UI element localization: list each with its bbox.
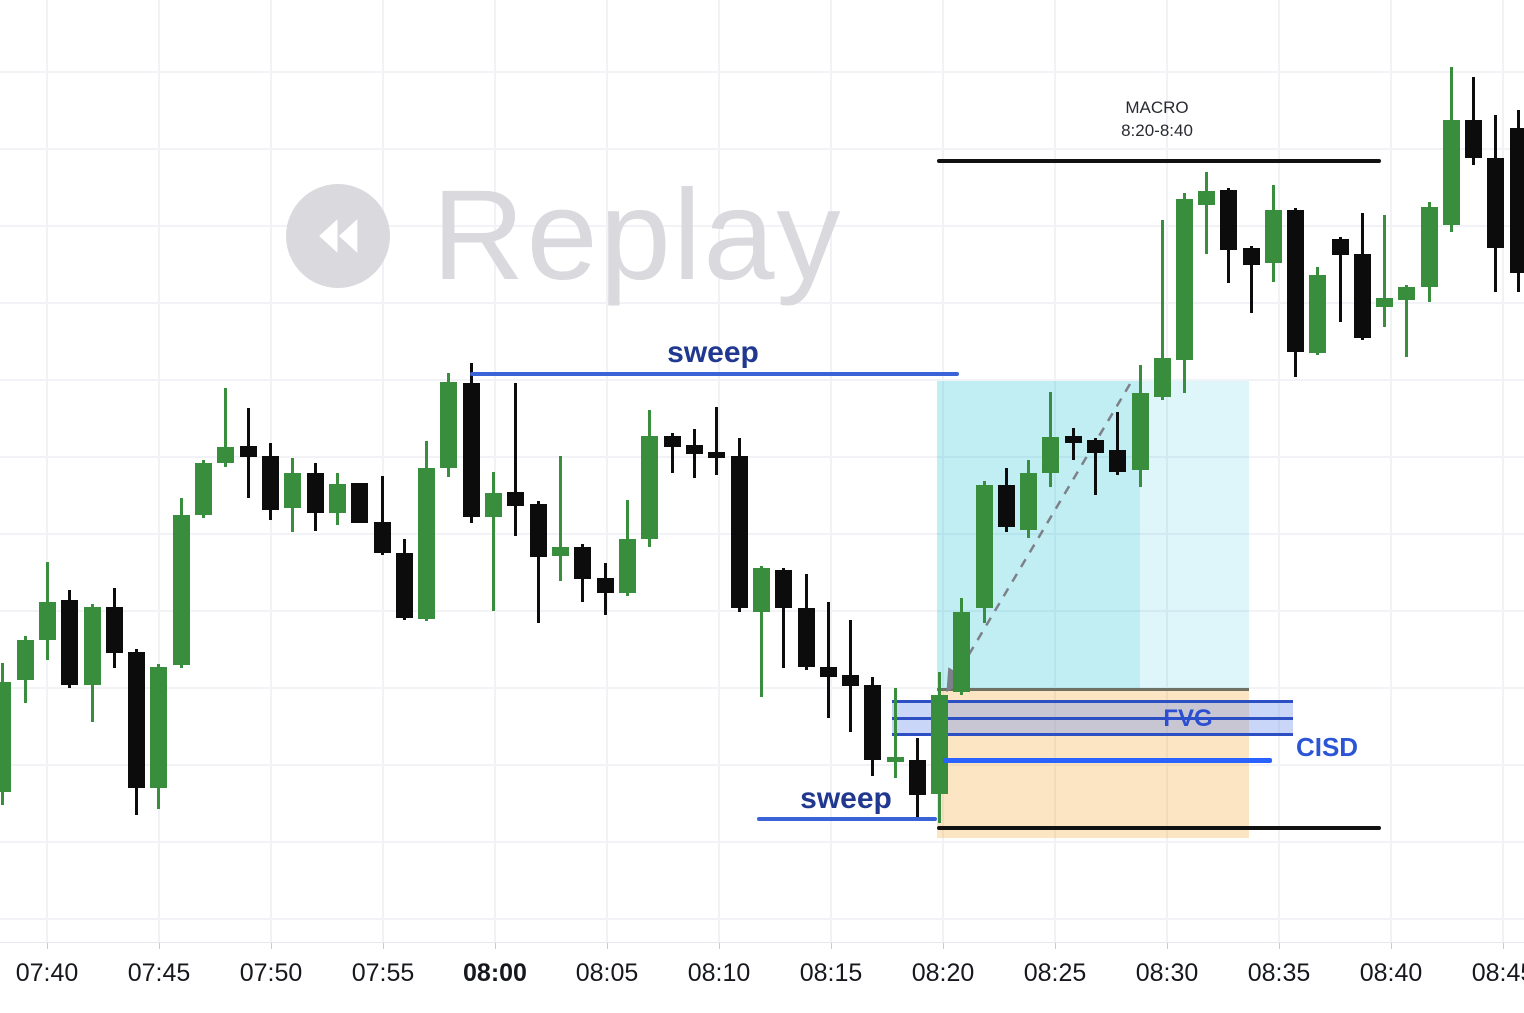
axis-tick [271,943,272,949]
axis-label: 07:55 [352,959,415,988]
sweep-bottom-label[interactable]: sweep [800,782,892,816]
axis-tick [1055,943,1056,949]
axis-label: 08:15 [800,959,863,988]
axis-label: 08:05 [576,959,639,988]
axis-label: 08:30 [1136,959,1199,988]
cisd-level-line[interactable] [943,758,1272,763]
macro-bottom-line[interactable] [937,826,1381,830]
axis-label: 07:40 [16,959,79,988]
axis-label: 08:25 [1024,959,1087,988]
axis-label: 08:10 [688,959,751,988]
fvg-label[interactable]: FVG [1163,705,1212,733]
axis-tick [1167,943,1168,949]
axis-tick [1279,943,1280,949]
axis-tick [607,943,608,949]
time-axis[interactable]: 07:40 07:45 07:50 07:55 08:00 08:05 08:10 08:15… [0,942,1524,1013]
axis-tick [47,943,48,949]
axis-tick [159,943,160,949]
axis-tick [943,943,944,949]
macro-top-line[interactable] [937,159,1381,163]
axis-tick [1391,943,1392,949]
axis-label: 08:40 [1360,959,1423,988]
axis-tick [1503,943,1504,949]
axis-tick [831,943,832,949]
axis-tick [383,943,384,949]
axis-label: 07:45 [128,959,191,988]
axis-label: 07:50 [240,959,303,988]
axis-tick [495,943,496,949]
sweep-top-label[interactable]: sweep [667,336,759,370]
axis-label: 08:45 [1472,959,1524,988]
axis-tick [719,943,720,949]
axis-label: 08:20 [912,959,975,988]
cisd-label[interactable]: CISD [1296,732,1358,763]
sweep-bottom-line[interactable] [757,817,937,821]
axis-label: 08:35 [1248,959,1311,988]
macro-label[interactable]: MACRO 8:20-8:40 [1121,97,1193,143]
sweep-top-line[interactable] [470,372,959,376]
axis-label: 08:00 [463,959,527,988]
